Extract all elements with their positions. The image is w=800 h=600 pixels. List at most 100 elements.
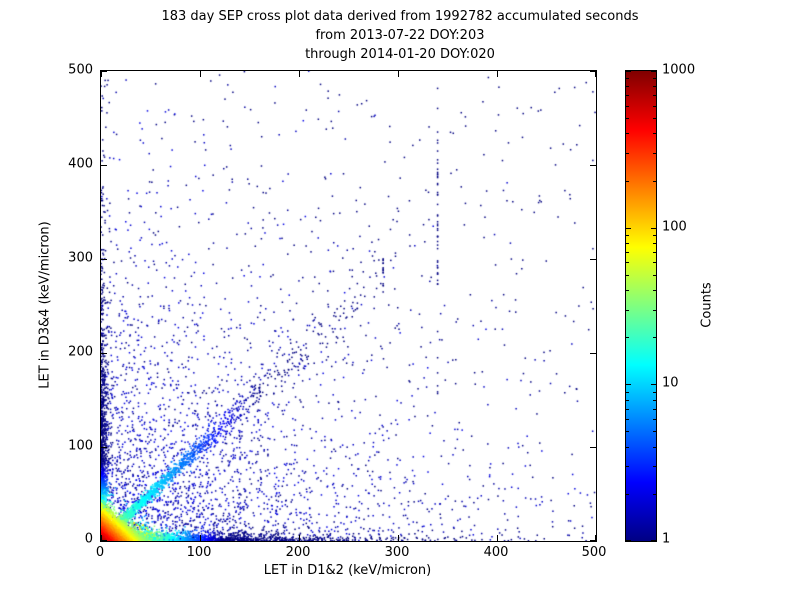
colorbar-minor-tick-mark (653, 105, 656, 107)
colorbar-minor-tick-mark (626, 290, 629, 291)
colorbar-minor-tick-mark (626, 242, 629, 244)
colorbar-minor-tick-mark (653, 466, 656, 468)
colorbar-minor-tick-mark (626, 419, 629, 421)
plot-area (100, 70, 597, 542)
x-tick-label: 300 (384, 545, 410, 560)
x-tick-label: 100 (186, 545, 212, 560)
chart-title: 183 day SEP cross plot data derived from… (161, 9, 639, 24)
colorbar-minor-tick-mark (653, 290, 656, 291)
y-tick-mark (101, 165, 107, 166)
x-tick-mark (398, 535, 399, 541)
scatter-canvas (101, 71, 596, 541)
colorbar-minor-tick-mark (626, 95, 629, 97)
colorbar-minor-tick-mark (653, 234, 656, 236)
colorbar-minor-tick-mark (626, 408, 629, 410)
colorbar-minor-tick-mark (626, 78, 629, 80)
y-tick-label: 400 (68, 156, 93, 172)
x-tick-label: 200 (285, 545, 311, 560)
colorbar-minor-tick-mark (626, 274, 629, 276)
colorbar-minor-tick-mark (653, 408, 656, 410)
colorbar-label: Counts (699, 282, 715, 328)
colorbar-minor-tick-mark (626, 262, 629, 264)
x-tick-mark (497, 535, 498, 541)
y-tick-mark (101, 353, 107, 354)
x-tick-mark (497, 71, 498, 77)
colorbar-minor-tick-mark (626, 180, 629, 182)
colorbar-minor-tick-mark (653, 95, 656, 97)
colorbar-minor-tick-mark (626, 309, 629, 311)
colorbar-tick-mark (626, 540, 631, 541)
x-tick-label: 500 (581, 545, 607, 560)
x-tick-mark (398, 71, 399, 77)
y-tick-mark (101, 540, 107, 541)
colorbar-tick-mark (626, 384, 631, 386)
colorbar-minor-tick-mark (653, 446, 656, 448)
y-tick-label: 100 (68, 438, 93, 454)
colorbar-minor-tick-mark (626, 251, 629, 253)
colorbar-tick-mark (626, 71, 631, 72)
y-tick-mark (590, 165, 596, 166)
colorbar-tick-label: 1000 (662, 62, 696, 78)
x-tick-mark (299, 71, 300, 77)
colorbar-minor-tick-mark (626, 118, 629, 120)
y-tick-mark (101, 259, 107, 260)
chart-subtitle-through: through 2014-01-20 DOY:020 (305, 47, 495, 62)
colorbar-minor-tick-mark (653, 309, 656, 311)
colorbar-minor-tick-mark (626, 234, 629, 236)
colorbar-minor-tick-mark (626, 337, 629, 339)
y-tick-mark (590, 259, 596, 260)
x-tick-label: 0 (95, 545, 105, 560)
colorbar-minor-tick-mark (653, 180, 656, 182)
y-tick-mark (590, 540, 596, 541)
colorbar-minor-tick-mark (653, 399, 656, 401)
colorbar-minor-tick-mark (653, 493, 656, 495)
colorbar-minor-tick-mark (653, 86, 656, 88)
colorbar-minor-tick-mark (653, 337, 656, 339)
x-tick-label: 400 (483, 545, 509, 560)
colorbar-minor-tick-mark (626, 86, 629, 88)
colorbar-minor-tick-mark (626, 431, 629, 433)
colorbar-minor-tick-mark (626, 105, 629, 107)
colorbar-minor-tick-mark (653, 78, 656, 80)
title-block: 183 day SEP cross plot data derived from… (0, 7, 800, 64)
colorbar-minor-tick-mark (653, 152, 656, 154)
x-tick-mark (101, 71, 102, 77)
colorbar-minor-tick-mark (653, 118, 656, 120)
x-tick-mark (595, 535, 596, 541)
y-tick-label: 0 (84, 531, 93, 547)
colorbar-tick-label: 10 (662, 375, 679, 391)
colorbar-tick-label: 1 (662, 531, 671, 547)
colorbar-minor-tick-mark (653, 419, 656, 421)
y-tick-label: 200 (68, 344, 93, 360)
colorbar-minor-tick-mark (653, 242, 656, 244)
y-tick-mark (101, 447, 107, 448)
colorbar-minor-tick-mark (653, 133, 656, 135)
colorbar-minor-tick-mark (626, 391, 629, 393)
colorbar-tick-label: 100 (662, 219, 687, 235)
x-tick-mark (299, 535, 300, 541)
y-axis-label: LET in D3&4 (keV/micron) (37, 221, 53, 389)
colorbar-minor-tick-mark (653, 251, 656, 253)
colorbar-tick-mark (651, 540, 656, 541)
colorbar-minor-tick-mark (626, 133, 629, 135)
colorbar-minor-tick-mark (653, 391, 656, 393)
x-tick-mark (200, 71, 201, 77)
chart-subtitle-from: from 2013-07-22 DOY:203 (315, 28, 485, 43)
x-tick-mark (101, 535, 102, 541)
colorbar-minor-tick-mark (626, 446, 629, 448)
colorbar-tick-mark (651, 384, 656, 386)
colorbar-minor-tick-mark (626, 399, 629, 401)
colorbar (625, 70, 657, 542)
colorbar-minor-tick-mark (626, 466, 629, 468)
y-tick-mark (590, 447, 596, 448)
y-tick-mark (101, 71, 107, 72)
y-tick-mark (590, 353, 596, 354)
colorbar-minor-tick-mark (626, 493, 629, 495)
x-axis-label: LET in D1&2 (keV/micron) (263, 563, 432, 578)
x-tick-mark (200, 535, 201, 541)
colorbar-minor-tick-mark (653, 262, 656, 264)
colorbar-minor-tick-mark (653, 274, 656, 276)
x-tick-mark (595, 71, 596, 77)
colorbar-tick-mark (626, 227, 631, 229)
